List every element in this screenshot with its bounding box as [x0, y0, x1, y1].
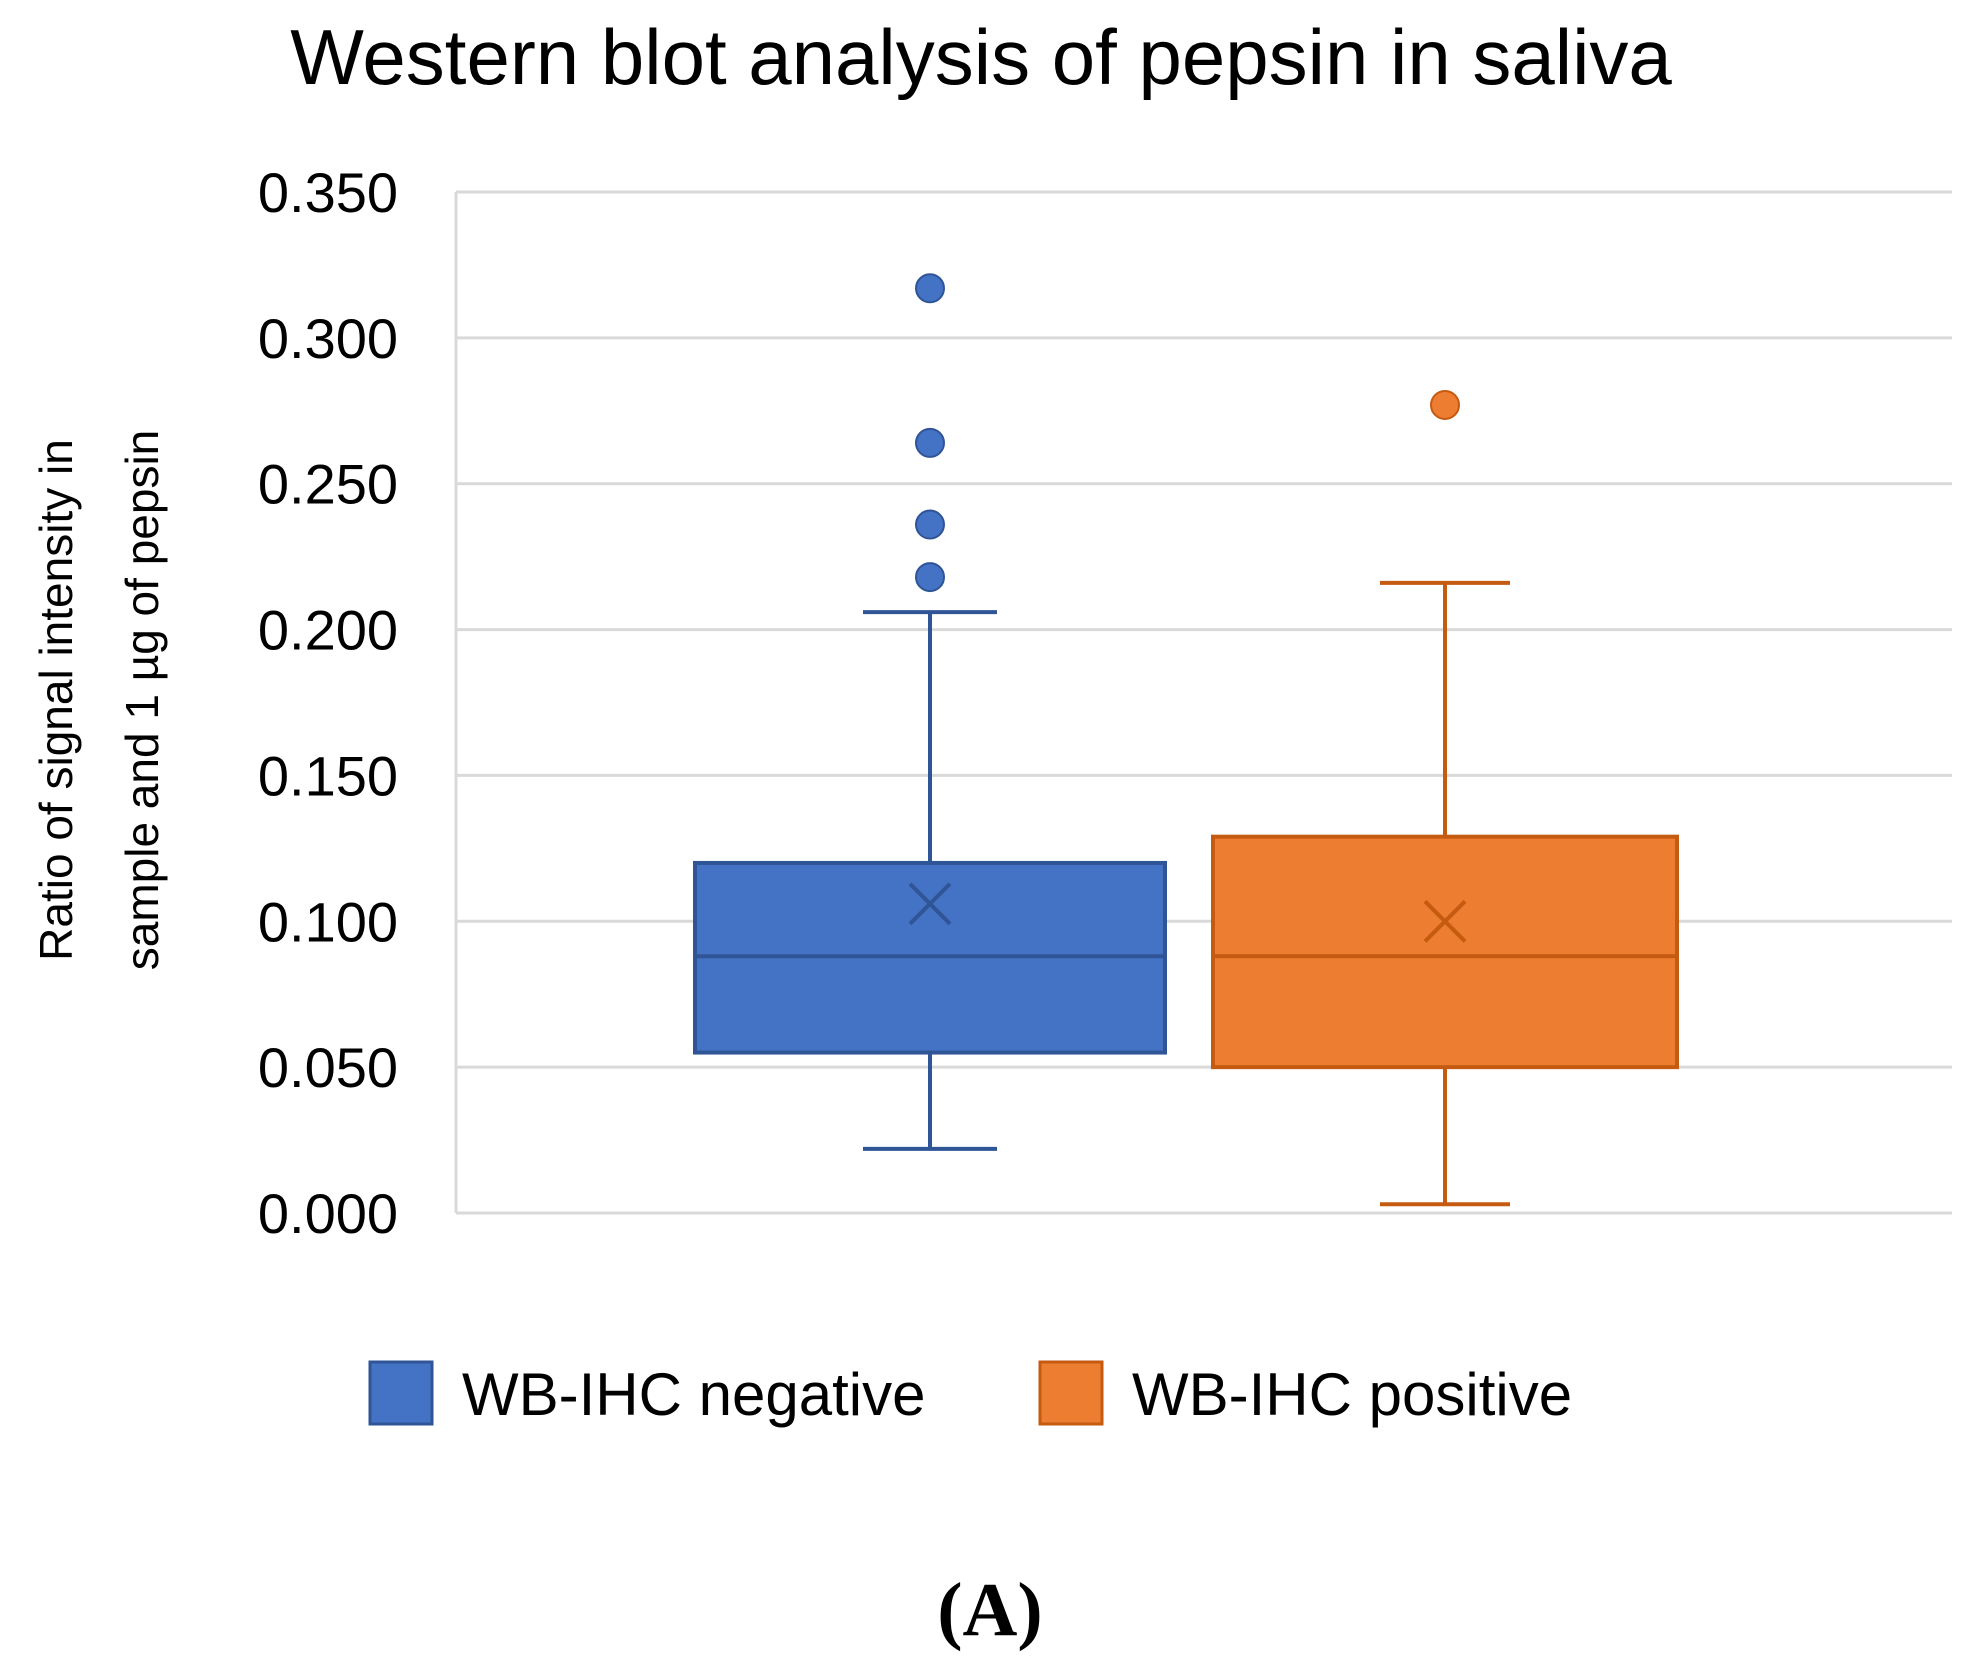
y-tick-label-4: 0.200 [258, 599, 398, 662]
gridlines [454, 190, 1952, 1215]
y-tick-label-7: 0.350 [258, 161, 398, 224]
outlier-point-1-4 [915, 273, 945, 304]
y-tick-label-5: 0.250 [258, 453, 398, 516]
box-2 [1211, 834, 1679, 1070]
y-axis-label-line-2: sample and 1 µg of pepsin [116, 430, 168, 971]
legend-label-negative: WB-IHC negative [462, 1361, 925, 1428]
legend-swatch-negative [368, 1360, 434, 1426]
y-tick-label-6: 0.300 [258, 307, 398, 370]
y-axis-ticks: 0.000 0.050 0.100 0.150 0.200 0.250 0.300 0.350 [258, 161, 398, 1245]
mean-marker-stroke-b [1423, 899, 1467, 943]
panel-label: (A) [937, 1568, 1043, 1652]
box-group-2 [1211, 389, 1679, 1207]
box-series [693, 273, 1679, 1207]
mean-marker-1 [908, 882, 952, 926]
y-axis-label: Ratio of signal intensity in sample and … [30, 430, 168, 971]
outlier-point-1-1 [915, 562, 945, 593]
legend-swatch-positive [1038, 1360, 1104, 1426]
mean-marker-stroke-b [908, 882, 952, 926]
legend-item-negative: WB-IHC negative [368, 1360, 925, 1428]
outlier-point-1-2 [915, 509, 945, 540]
outlier-point-1-3 [915, 427, 945, 458]
mean-marker-2 [1423, 899, 1467, 943]
y-tick-label-3: 0.150 [258, 744, 398, 807]
box-group-1 [693, 273, 1167, 1151]
y-axis-label-line-1: Ratio of signal intensity in [30, 439, 82, 961]
y-tick-label-1: 0.050 [258, 1036, 398, 1099]
legend-item-positive: WB-IHC positive [1038, 1360, 1572, 1428]
y-tick-label-0: 0.000 [258, 1182, 398, 1245]
outlier-point-2-1 [1430, 389, 1460, 420]
y-tick-label-2: 0.100 [258, 890, 398, 953]
chart-title: Western blot analysis of pepsin in saliv… [290, 13, 1672, 101]
legend-label-positive: WB-IHC positive [1132, 1361, 1572, 1428]
legend: WB-IHC negative WB-IHC positive [368, 1360, 1572, 1428]
